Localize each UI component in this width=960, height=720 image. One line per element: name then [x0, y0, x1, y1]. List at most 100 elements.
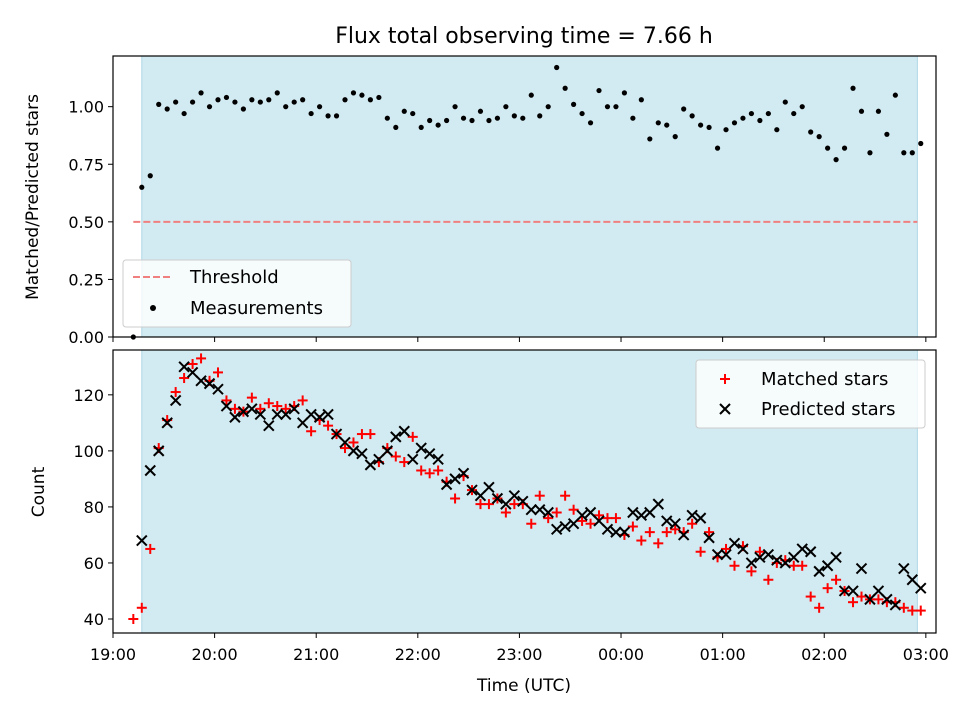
measurement-point — [664, 122, 670, 128]
predicted-star-point — [534, 504, 546, 516]
measurement-point — [181, 110, 187, 117]
measurement-point — [706, 124, 712, 131]
matched-star-point — [551, 507, 562, 518]
top-y-tick-label: 1.00 — [68, 98, 104, 117]
matched-star-point — [187, 359, 198, 370]
predicted-star-point — [618, 526, 631, 538]
top-y-tick-label: 0.75 — [68, 155, 104, 174]
matched-star-point — [746, 566, 757, 577]
predicted-star-point — [407, 453, 419, 465]
measurement-point — [342, 97, 348, 103]
predicted-star-point — [491, 492, 504, 505]
measurement-point — [232, 99, 238, 105]
measurement-point — [469, 117, 475, 124]
matched-star-point — [416, 465, 427, 476]
predicted-star-point — [754, 551, 766, 564]
matched-star-point — [348, 437, 359, 448]
measurement-point — [240, 106, 246, 112]
matched-star-point — [263, 398, 274, 409]
matched-star-point — [831, 574, 842, 585]
measurement-point — [486, 117, 492, 124]
matched-star-point — [500, 507, 511, 518]
predicted-star-point — [203, 377, 216, 390]
x-tick-label: 03:00 — [903, 645, 949, 664]
matched-star-point — [509, 499, 520, 510]
matched-star-point — [128, 613, 139, 624]
matched-star-point — [390, 451, 401, 462]
measurement-point — [537, 113, 543, 119]
predicted-star-point — [703, 532, 715, 544]
matched-star-point — [424, 468, 435, 479]
measurement-point — [850, 85, 856, 91]
matched-star-point — [179, 373, 190, 384]
measurement-point — [774, 127, 780, 133]
predicted-star-point — [466, 484, 478, 496]
bottom-y-axis-label: Count — [29, 466, 49, 517]
matched-star-point — [602, 513, 613, 524]
measurement-point — [875, 108, 882, 114]
matched-star-point — [339, 443, 350, 454]
predicted-star-point — [517, 495, 529, 508]
measurement-point — [613, 104, 619, 110]
matched-star-point — [526, 518, 537, 529]
x-tick-label: 02:00 — [801, 645, 847, 664]
measurement-point — [833, 157, 839, 163]
measurement-point — [723, 127, 729, 133]
measurement-point — [638, 97, 644, 103]
predicted-star-point — [694, 512, 707, 524]
measurement-point — [393, 124, 399, 131]
matched-star-point — [297, 395, 308, 406]
predicted-star-point — [305, 408, 317, 421]
predicted-star-point — [229, 411, 241, 423]
predicted-star-point — [288, 403, 300, 415]
x-tick-label: 23:00 — [496, 645, 542, 664]
legend-predicted-swatch — [719, 403, 731, 415]
predicted-star-point — [398, 425, 410, 437]
predicted-star-point — [313, 411, 326, 423]
measurement-point — [410, 110, 416, 117]
matched-star-point — [788, 560, 799, 571]
chart-title: Flux total observing time = 7.66 h — [335, 24, 713, 49]
predicted-star-point — [804, 546, 817, 558]
predicted-star-point — [169, 394, 182, 407]
predicted-star-point — [584, 506, 597, 519]
predicted-star-point — [339, 436, 351, 449]
bottom-y-tick-label: 40 — [84, 610, 104, 629]
predicted-star-point — [449, 473, 461, 485]
matched-star-point — [729, 560, 740, 571]
predicted-star-point — [720, 548, 732, 561]
measurement-point — [621, 90, 628, 96]
measurement-point — [816, 134, 822, 140]
measurement-point — [791, 110, 797, 117]
measurement-point — [579, 110, 585, 117]
measurement-point — [376, 94, 382, 101]
legend-matched-label: Matched stars — [761, 369, 888, 390]
measurement-point — [460, 115, 467, 121]
top-legend-box — [122, 259, 352, 328]
matched-star-point — [221, 395, 232, 406]
measurement-point — [266, 97, 272, 103]
top-y-axis-label: Matched/Predicted stars — [23, 94, 43, 300]
predicted-star-point — [432, 453, 444, 465]
bottom-y-tick-label: 80 — [84, 498, 104, 517]
predicted-star-point — [745, 557, 758, 569]
x-tick-label: 01:00 — [700, 645, 746, 664]
measurement-point — [206, 104, 213, 110]
matched-star-point — [483, 499, 494, 510]
measurement-point — [503, 104, 509, 110]
predicted-star-point — [779, 557, 791, 569]
matched-star-point — [145, 543, 156, 554]
predicted-star-point — [390, 431, 402, 443]
predicted-star-point — [246, 403, 258, 415]
matched-star-point — [196, 353, 207, 364]
measurement-point — [401, 108, 407, 114]
matched-star-point — [610, 513, 621, 524]
matched-star-point — [687, 518, 698, 529]
measurement-point — [748, 110, 755, 117]
measurement-point — [909, 150, 915, 156]
predicted-star-point — [237, 405, 250, 418]
bottom-axes-frame — [112, 349, 937, 634]
measurement-point — [782, 99, 788, 105]
predicted-star-point — [508, 489, 521, 502]
matched-star-point — [822, 583, 833, 594]
